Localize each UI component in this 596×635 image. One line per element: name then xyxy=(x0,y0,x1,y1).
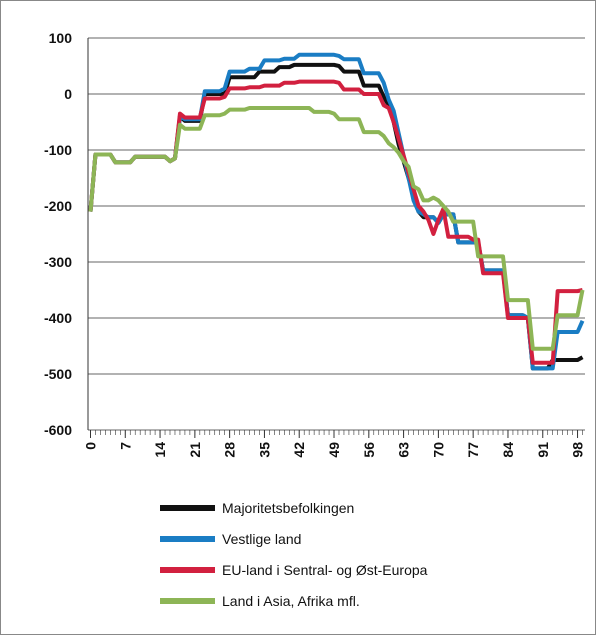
legend-label: EU-land i Sentral- og Øst-Europa xyxy=(222,562,428,578)
y-tick-label: -400 xyxy=(44,310,72,326)
legend-label: Vestlige land xyxy=(222,531,301,547)
x-tick-label: 98 xyxy=(570,442,586,458)
y-tick-label: -200 xyxy=(44,198,72,214)
legend-label: Land i Asia, Afrika mfl. xyxy=(222,593,360,609)
x-tick-label: 49 xyxy=(326,442,342,458)
legend-label: Majoritetsbefolkingen xyxy=(222,500,354,516)
x-tick-label: 70 xyxy=(430,442,446,458)
y-tick-label: 0 xyxy=(64,86,72,102)
x-tick-label: 42 xyxy=(291,442,307,458)
x-tick-label: 77 xyxy=(465,442,481,458)
x-tick-label: 56 xyxy=(361,442,377,458)
y-tick-label: -100 xyxy=(44,142,72,158)
x-tick-label: 91 xyxy=(535,442,551,458)
x-tick-label: 7 xyxy=(117,442,133,450)
x-tick-label: 63 xyxy=(396,442,412,458)
x-tick-label: 21 xyxy=(187,442,203,458)
x-tick-label: 28 xyxy=(222,442,238,458)
y-tick-label: -300 xyxy=(44,254,72,270)
y-tick-label: 100 xyxy=(49,30,73,46)
y-tick-label: -600 xyxy=(44,422,72,438)
x-tick-label: 0 xyxy=(82,442,98,450)
x-tick-label: 84 xyxy=(500,442,516,458)
series-line xyxy=(88,106,585,351)
x-tick-label: 35 xyxy=(256,442,272,458)
y-tick-label: -500 xyxy=(44,366,72,382)
x-tick-label: 14 xyxy=(152,442,168,458)
